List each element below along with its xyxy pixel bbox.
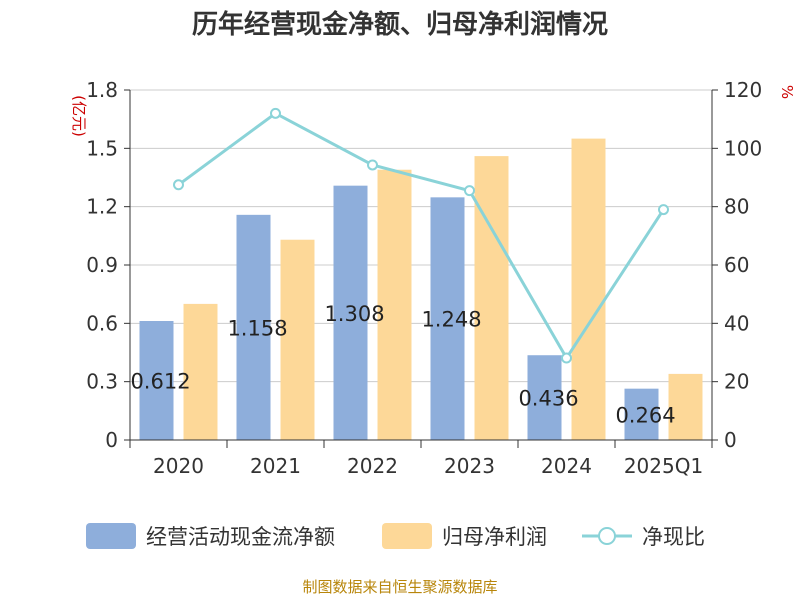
- cash-flow-data-label: 1.308: [324, 302, 384, 326]
- bar-layer: [139, 138, 703, 440]
- net-cash-ratio-point: [561, 352, 572, 364]
- cash-flow-data-label: 0.612: [130, 370, 190, 394]
- x-tick-label: 2021: [250, 454, 301, 478]
- cash-flow-bar: [139, 321, 174, 440]
- grid-lines: [130, 89, 712, 383]
- left-tick-label: 1.8: [86, 78, 118, 102]
- cash-flow-data-label: 0.264: [615, 403, 675, 427]
- x-tick-label: 2022: [347, 454, 398, 478]
- cash-flow-data-label: 1.248: [421, 308, 481, 332]
- x-tick-label: 2024: [541, 454, 592, 478]
- legend[interactable]: 经营活动现金流净额 归母净利润 净现比: [86, 523, 705, 549]
- net-profit-bar: [280, 239, 315, 440]
- x-tick-label: 2025Q1: [624, 454, 703, 478]
- net-profit-bar: [668, 373, 703, 440]
- cash-flow-bar: [430, 197, 465, 440]
- net-profit-bar: [474, 156, 509, 440]
- cash-flow-data-label: 0.436: [518, 387, 578, 411]
- legend-swatch-net-profit[interactable]: [382, 523, 432, 549]
- right-axis-unit: %: [778, 85, 796, 99]
- legend-label-net-profit[interactable]: 归母净利润: [442, 525, 547, 549]
- net-cash-ratio-line: [177, 111, 665, 361]
- right-tick-label: 120: [724, 78, 762, 102]
- right-tick-label: 60: [724, 253, 749, 277]
- cash-flow-bar: [624, 388, 659, 440]
- line-layer: [173, 107, 669, 364]
- net-cash-ratio-point: [270, 107, 281, 119]
- net-cash-ratio-point: [173, 179, 184, 191]
- chart-title: 历年经营现金净额、归母净利润情况: [192, 9, 608, 40]
- net-cash-ratio-point: [367, 159, 378, 171]
- net-cash-ratio-point: [658, 204, 669, 216]
- data-labels: 0.612 1.158 1.308 1.248 0.436 0.264: [130, 302, 675, 428]
- x-tick-label: 2020: [153, 454, 204, 478]
- left-tick-label: 0.6: [86, 311, 118, 335]
- left-tick-label: 0.3: [86, 370, 118, 394]
- net-profit-bar: [377, 169, 412, 440]
- net-profit-bar: [571, 138, 606, 440]
- right-tick-label: 100: [724, 136, 762, 160]
- legend-swatch-marker[interactable]: [598, 527, 616, 545]
- legend-label-net-cash-ratio[interactable]: 净现比: [642, 525, 705, 549]
- left-axis-unit: (亿元): [70, 95, 88, 137]
- right-tick-label: 20: [724, 370, 749, 394]
- legend-swatch-cash-flow[interactable]: [86, 523, 136, 549]
- left-tick-label: 0.9: [86, 253, 118, 277]
- left-tick-label: 1.2: [86, 195, 118, 219]
- cash-flow-bar: [236, 214, 271, 440]
- legend-label-cash-flow[interactable]: 经营活动现金流净额: [146, 525, 335, 549]
- net-cash-ratio-point: [464, 185, 475, 197]
- cash-flow-bar: [527, 355, 562, 440]
- cash-flow-data-label: 1.158: [227, 316, 287, 340]
- left-tick-label: 0: [105, 428, 118, 452]
- x-tick-label: 2023: [444, 454, 495, 478]
- net-profit-bar: [183, 303, 218, 440]
- right-tick-label: 80: [724, 195, 749, 219]
- left-tick-label: 1.5: [86, 136, 118, 160]
- cash-flow-bar: [333, 185, 368, 440]
- right-tick-label: 0: [724, 428, 737, 452]
- data-source-note: 制图数据来自恒生聚源数据库: [302, 578, 497, 596]
- right-tick-label: 40: [724, 311, 749, 335]
- axes: 0 0 0.3 20 0.6 40 0.9 60 1.2 80 1.5 100 1.8 120 2020 20…: [86, 78, 762, 478]
